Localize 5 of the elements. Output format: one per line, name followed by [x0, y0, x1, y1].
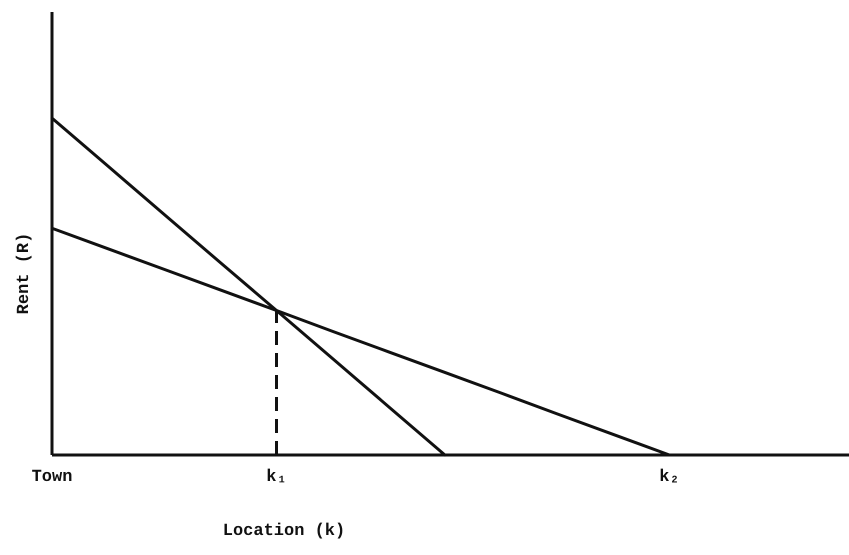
x-tick-label: k₁ — [266, 468, 287, 488]
y-axis-title: Rent (R) — [15, 232, 34, 314]
x-tick-label: Town — [32, 468, 72, 488]
x-axis-title: Location (k) — [222, 522, 346, 541]
x-tick-label: k₂ — [659, 468, 680, 488]
